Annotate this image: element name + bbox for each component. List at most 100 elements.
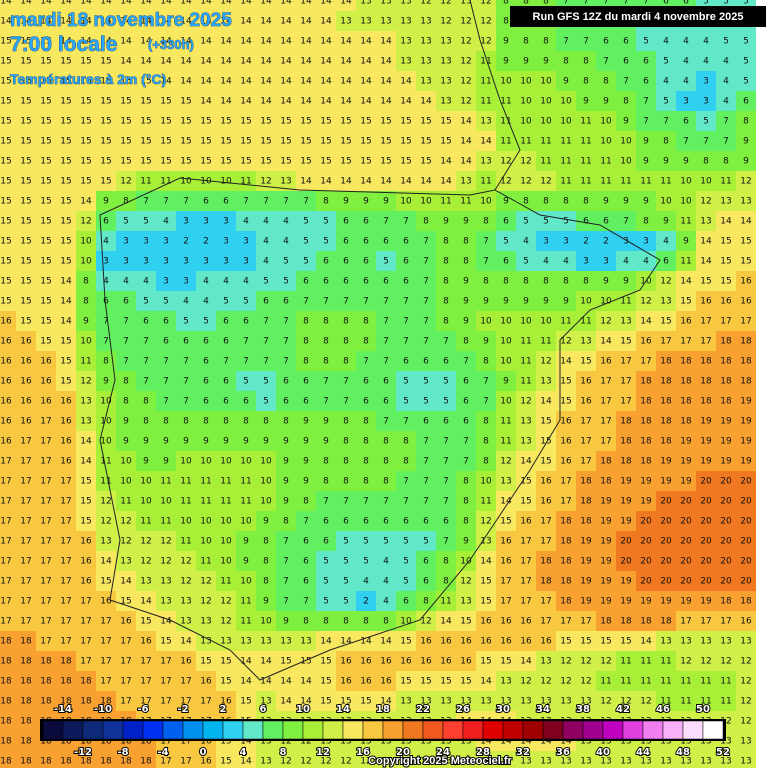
value: 17 bbox=[60, 637, 71, 647]
cell bbox=[216, 251, 236, 271]
cell bbox=[656, 271, 676, 291]
value: 12 bbox=[740, 697, 751, 707]
value: 11 bbox=[480, 97, 491, 107]
legend-label: 48 bbox=[676, 747, 690, 758]
value: 10 bbox=[100, 397, 112, 407]
cell bbox=[236, 111, 256, 131]
legend-label: 38 bbox=[576, 704, 590, 715]
cell bbox=[636, 151, 656, 171]
value: 5 bbox=[283, 277, 289, 287]
cell bbox=[76, 0, 96, 11]
legend-swatch bbox=[202, 720, 224, 740]
cell bbox=[596, 31, 616, 51]
value: 18 bbox=[660, 377, 672, 387]
value: 9 bbox=[643, 137, 649, 147]
value: 6 bbox=[423, 557, 429, 567]
value: 12 bbox=[460, 97, 471, 107]
cell bbox=[556, 191, 576, 211]
cell bbox=[396, 311, 416, 331]
cell bbox=[476, 251, 496, 271]
cell bbox=[36, 31, 56, 51]
value: 17 bbox=[160, 697, 171, 707]
value: 13 bbox=[660, 757, 671, 767]
value: 15 bbox=[40, 97, 51, 107]
cell bbox=[516, 91, 536, 111]
value: 20 bbox=[700, 517, 712, 527]
cell bbox=[256, 0, 276, 11]
value: 7 bbox=[383, 357, 389, 367]
value: 15 bbox=[200, 117, 211, 127]
cell bbox=[36, 291, 56, 311]
value: 19 bbox=[640, 497, 652, 507]
cell bbox=[376, 0, 396, 11]
value: 8 bbox=[303, 357, 309, 367]
value: 5 bbox=[423, 397, 429, 407]
value: 15 bbox=[20, 57, 31, 67]
cell bbox=[96, 311, 116, 331]
value: 20 bbox=[740, 537, 752, 547]
value: 15 bbox=[280, 137, 291, 147]
cell bbox=[36, 211, 56, 231]
cell bbox=[176, 71, 196, 91]
legend-label: 36 bbox=[556, 747, 570, 758]
cell bbox=[536, 291, 556, 311]
value: 16 bbox=[20, 417, 32, 427]
value: 3 bbox=[563, 237, 569, 247]
value: 5 bbox=[303, 237, 309, 247]
value: 17 bbox=[540, 517, 551, 527]
cell bbox=[196, 71, 216, 91]
value: 13 bbox=[220, 637, 231, 647]
value: 6 bbox=[123, 297, 129, 307]
value: 13 bbox=[180, 617, 191, 627]
value: 3 bbox=[223, 257, 229, 267]
value: 7 bbox=[663, 117, 669, 127]
value: 6 bbox=[103, 297, 109, 307]
value: 20 bbox=[720, 477, 732, 487]
cell bbox=[536, 311, 556, 331]
cell bbox=[116, 51, 136, 71]
value: 13 bbox=[100, 537, 111, 547]
cell bbox=[616, 251, 636, 271]
value: 13 bbox=[400, 0, 411, 7]
value: 9 bbox=[603, 197, 609, 207]
value: 15 bbox=[20, 317, 31, 327]
value: 14 bbox=[320, 97, 332, 107]
cell bbox=[436, 151, 456, 171]
value: 16 bbox=[20, 397, 32, 407]
cell bbox=[396, 71, 416, 91]
value: 8 bbox=[263, 557, 269, 567]
value: 13 bbox=[520, 697, 531, 707]
cell bbox=[56, 11, 76, 31]
value: 16 bbox=[0, 337, 12, 347]
value: 19 bbox=[680, 477, 692, 487]
value: 9 bbox=[523, 57, 529, 67]
cell bbox=[396, 291, 416, 311]
value: 18 bbox=[20, 697, 32, 707]
cell bbox=[196, 191, 216, 211]
value: 10 bbox=[240, 457, 252, 467]
cell bbox=[276, 231, 296, 251]
cell bbox=[716, 171, 736, 191]
value: 5 bbox=[663, 57, 669, 67]
cell bbox=[656, 51, 676, 71]
cell bbox=[96, 291, 116, 311]
value: 9 bbox=[263, 437, 269, 447]
legend-swatch bbox=[62, 720, 84, 740]
value: 8 bbox=[463, 257, 469, 267]
value: 8 bbox=[223, 417, 229, 427]
value: 8 bbox=[483, 277, 489, 287]
cell bbox=[316, 211, 336, 231]
value: 16 bbox=[0, 397, 12, 407]
value: 19 bbox=[640, 597, 652, 607]
value: 6 bbox=[443, 517, 449, 527]
value: 8 bbox=[663, 137, 669, 147]
cell bbox=[36, 151, 56, 171]
value: 8 bbox=[343, 357, 349, 367]
value: 12 bbox=[600, 317, 611, 327]
value: 7 bbox=[383, 417, 389, 427]
value: 14 bbox=[100, 0, 112, 7]
value: 14 bbox=[260, 97, 272, 107]
value: 10 bbox=[240, 517, 252, 527]
value: 19 bbox=[620, 517, 632, 527]
cell bbox=[376, 251, 396, 271]
